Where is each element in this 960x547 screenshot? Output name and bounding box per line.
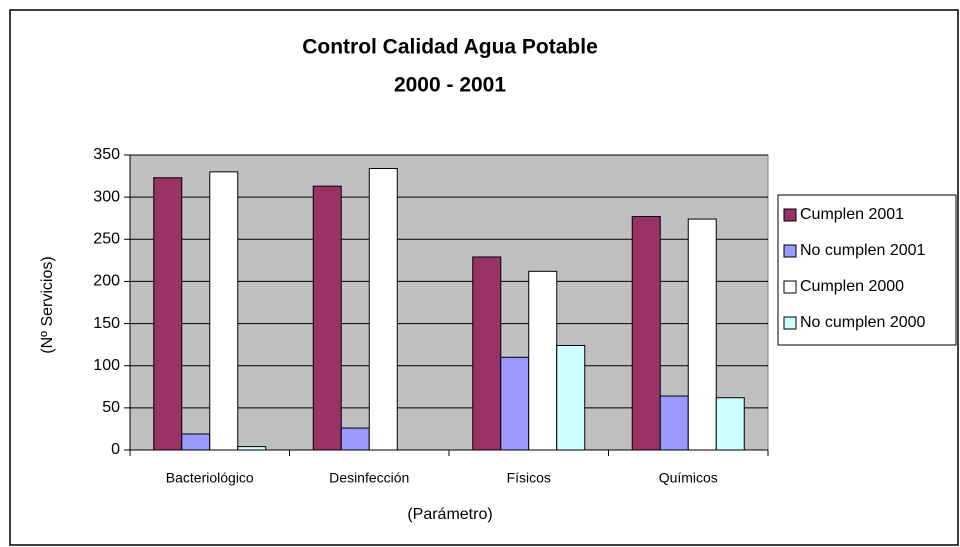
bar bbox=[659, 395, 689, 451]
y-tick-label: 250 bbox=[93, 231, 120, 248]
bar bbox=[181, 433, 211, 451]
y-tick-label: 300 bbox=[93, 188, 120, 205]
bar bbox=[472, 256, 502, 451]
bar bbox=[500, 356, 530, 451]
legend-swatch bbox=[783, 244, 797, 258]
bar bbox=[528, 270, 558, 451]
bar bbox=[340, 427, 370, 451]
legend-swatch bbox=[783, 280, 797, 294]
bar bbox=[209, 171, 239, 451]
legend-swatch bbox=[783, 208, 797, 222]
x-tick-label: Físicos bbox=[507, 470, 551, 486]
legend-label: Cumplen 2000 bbox=[800, 278, 904, 295]
bar bbox=[687, 218, 717, 451]
y-axis-label: (Nº Servicios) bbox=[39, 256, 56, 353]
chart-title: Control Calidad Agua Potable bbox=[302, 36, 598, 59]
x-tick-label: Desinfección bbox=[329, 470, 409, 486]
bar bbox=[153, 177, 183, 451]
y-tick-label: 100 bbox=[93, 357, 120, 374]
bar bbox=[715, 397, 745, 451]
y-tick-label: 200 bbox=[93, 273, 120, 290]
y-tick-label: 350 bbox=[93, 146, 120, 163]
x-axis-label: (Parámetro) bbox=[407, 506, 492, 523]
legend-label: Cumplen 2001 bbox=[800, 206, 904, 223]
bar bbox=[556, 344, 586, 451]
y-tick-label: 0 bbox=[111, 441, 120, 458]
y-tick-label: 150 bbox=[93, 315, 120, 332]
x-tick-label: Bacteriológico bbox=[166, 470, 254, 486]
legend-swatch bbox=[783, 316, 797, 330]
bar bbox=[631, 216, 661, 451]
legend-label: No cumplen 2001 bbox=[800, 242, 926, 259]
bar bbox=[237, 446, 267, 451]
bar bbox=[312, 185, 342, 451]
bar bbox=[368, 167, 398, 451]
legend-box bbox=[777, 194, 957, 346]
x-tick-label: Químicos bbox=[659, 470, 718, 486]
y-tick-label: 50 bbox=[102, 399, 120, 416]
legend-label: No cumplen 2000 bbox=[800, 314, 926, 331]
chart-subtitle: 2000 - 2001 bbox=[394, 74, 506, 97]
